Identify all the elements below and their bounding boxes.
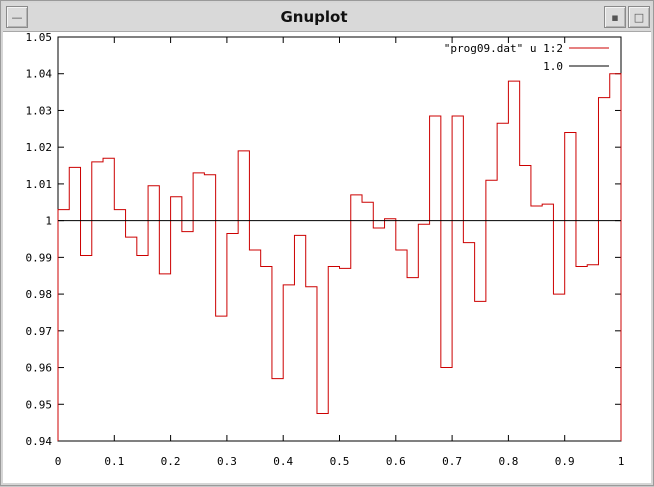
axis-ticks: 0.940.950.960.970.980.9911.011.021.031.0…	[26, 31, 625, 468]
minimize-button[interactable]: ▪	[604, 6, 626, 28]
x-tick-label: 0	[55, 455, 62, 468]
y-tick-label: 0.94	[26, 435, 53, 448]
series-steps-line	[57, 73, 622, 441]
x-tick-label: 0.4	[273, 455, 293, 468]
title-bar[interactable]: — Gnuplot ▪ □	[3, 3, 651, 32]
y-tick-label: 1.05	[26, 32, 53, 44]
minimize-icon: ▪	[611, 10, 619, 24]
x-tick-label: 0.2	[161, 455, 181, 468]
window-title: Gnuplot	[280, 8, 348, 26]
x-tick-label: 0.9	[555, 455, 575, 468]
y-tick-label: 1.03	[26, 104, 53, 117]
x-tick-label: 0.1	[104, 455, 124, 468]
plot-border	[57, 36, 622, 442]
x-tick-label: 0.7	[442, 455, 462, 468]
window-menu-icon: —	[11, 10, 23, 24]
y-tick-label: 0.97	[26, 325, 53, 338]
x-tick-label: 0.3	[217, 455, 237, 468]
x-tick-label: 0.6	[386, 455, 406, 468]
legend-label: "prog09.dat" u 1:2	[444, 42, 563, 55]
plot-canvas: 0.94 0.95 0.96 0.97 0.98 0.99 1 1.01 1.02 1.03 1.0…	[3, 31, 651, 483]
maximize-button[interactable]: □	[628, 6, 650, 28]
maximize-icon: □	[633, 10, 645, 24]
window-menu-button[interactable]: —	[6, 6, 28, 28]
legend: "prog09.dat" u 1:2 1.0	[444, 42, 609, 73]
y-tick-label: 1.01	[26, 178, 53, 191]
y-tick-label: 1.04	[26, 68, 53, 81]
x-tick-label: 0.8	[498, 455, 518, 468]
y-tick-label: 0.95	[26, 398, 53, 411]
y-tick-label: 0.98	[26, 288, 53, 301]
y-tick-label: 0.96	[26, 362, 53, 375]
legend-label: 1.0	[543, 60, 563, 73]
x-tick-label: 1	[618, 455, 625, 468]
chart-svg: 0.940.950.960.970.980.9911.011.021.031.0…	[26, 31, 625, 468]
x-tick-label: 0.5	[330, 455, 350, 468]
y-tick-label: 1	[45, 215, 52, 228]
y-tick-label: 0.99	[26, 251, 53, 264]
y-tick-label: 1.02	[26, 141, 53, 154]
series-layer	[57, 73, 622, 441]
